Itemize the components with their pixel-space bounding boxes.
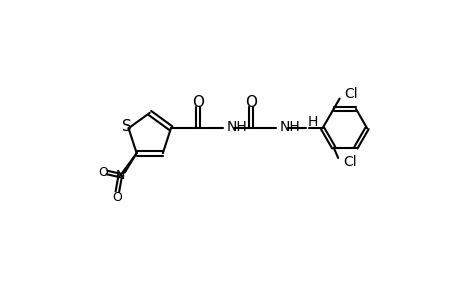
Text: O: O (112, 191, 122, 204)
Text: Cl: Cl (342, 155, 356, 170)
Text: N: N (115, 169, 125, 182)
Text: O: O (191, 94, 203, 110)
Text: S: S (122, 119, 132, 134)
Text: O: O (245, 94, 257, 110)
Text: H: H (307, 115, 317, 129)
Text: NH: NH (280, 120, 300, 134)
Text: O: O (98, 166, 108, 179)
Text: Cl: Cl (344, 87, 358, 101)
Text: NH: NH (226, 120, 247, 134)
